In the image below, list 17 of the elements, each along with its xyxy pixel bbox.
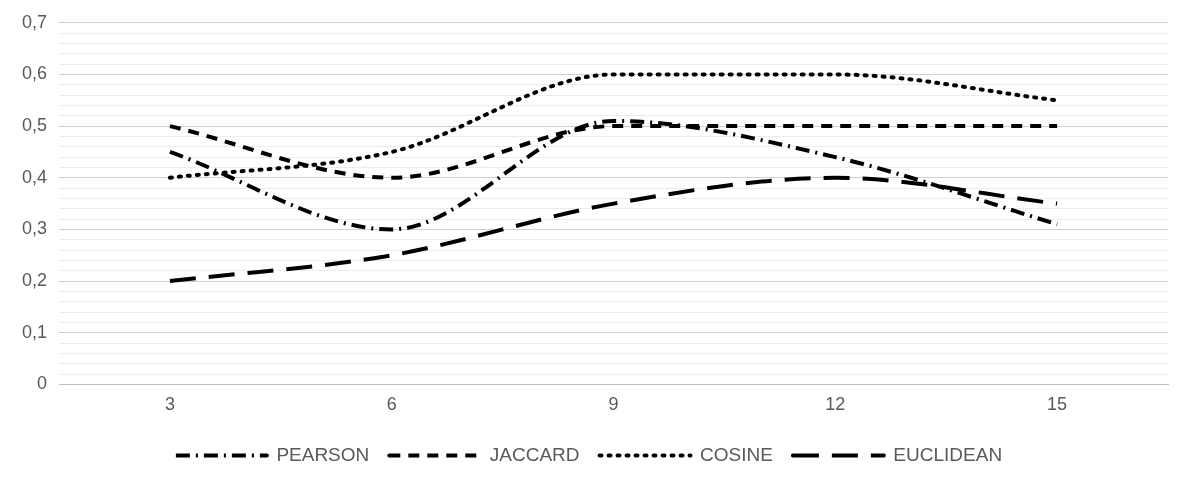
y-tick-label: 0,2 <box>21 270 48 291</box>
y-tick-label: 0,1 <box>21 321 48 342</box>
x-tick-label: 6 <box>386 394 397 415</box>
legend-label: COSINE <box>700 443 773 465</box>
y-tick-label: 0,4 <box>21 166 48 187</box>
y-tick-label: 0,5 <box>21 115 48 136</box>
x-tick-label: 9 <box>608 394 619 415</box>
y-tick-label: 0,7 <box>21 11 48 32</box>
legend-label: EUCLIDEAN <box>893 443 1003 465</box>
legend-label: PEARSON <box>276 443 370 465</box>
legend-label: JACCARD <box>489 443 580 465</box>
x-tick-label: 15 <box>1047 394 1068 415</box>
y-tick-label: 0 <box>37 373 48 394</box>
x-tick-label: 12 <box>825 394 846 415</box>
x-tick-label: 3 <box>164 394 175 415</box>
y-tick-label: 0,6 <box>21 63 48 84</box>
y-tick-label: 0,3 <box>21 218 48 239</box>
